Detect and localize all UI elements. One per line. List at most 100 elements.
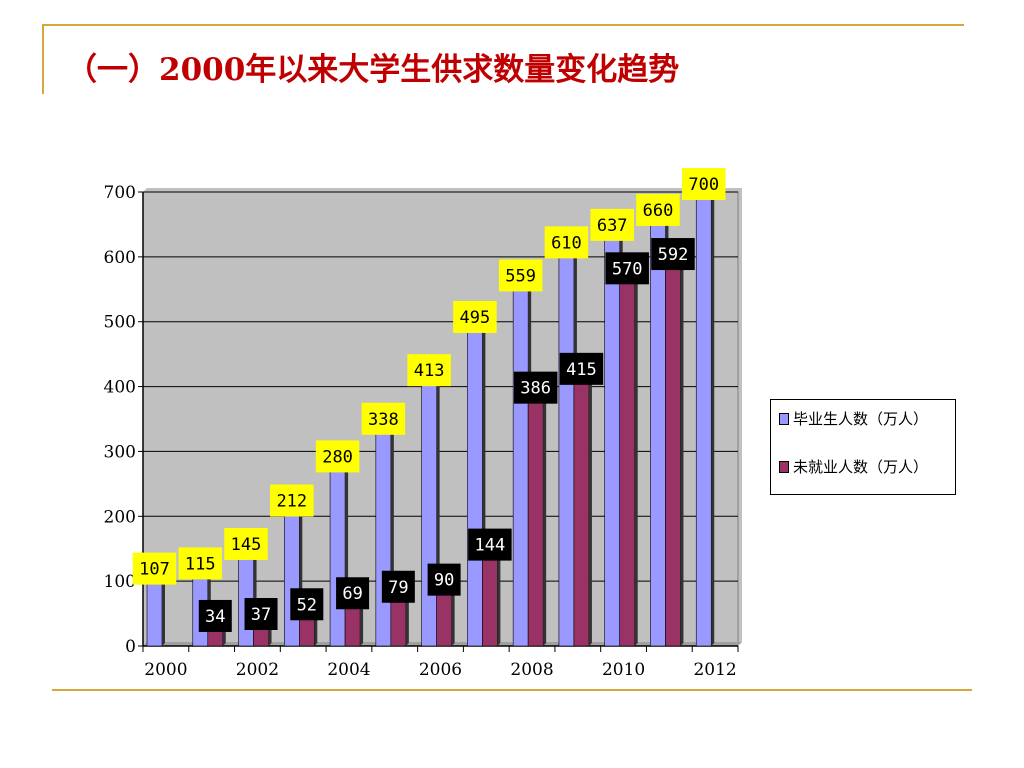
data-label-unemployed: 386 — [520, 379, 551, 399]
x-tick-label: 2012 — [693, 660, 736, 680]
data-label-unemployed-box — [198, 599, 232, 632]
bar-graduates — [329, 464, 346, 647]
data-label-unemployed-box — [427, 563, 461, 596]
bar-graduates — [421, 377, 437, 647]
data-label-graduates: 212 — [276, 492, 307, 512]
data-label-unemployed-box — [468, 528, 512, 561]
bar-unemployed-side — [543, 392, 547, 646]
accent-vertical-line — [42, 24, 44, 94]
legend-label-unemployed: 未就业人数（万人） — [793, 458, 929, 476]
data-label-graduates: 559 — [505, 266, 536, 286]
bar-unemployed-side — [451, 584, 455, 646]
data-label-graduates: 660 — [643, 201, 674, 221]
data-label-graduates: 280 — [322, 447, 353, 467]
data-label-graduates: 145 — [231, 535, 262, 555]
x-tick-label: 2000 — [144, 660, 187, 680]
data-label-unemployed: 144 — [475, 536, 506, 556]
bar-graduates — [467, 324, 483, 647]
y-tick-label: 0 — [125, 637, 136, 657]
bar-unemployed-side — [680, 259, 684, 646]
accent-bottom-line — [52, 689, 972, 691]
data-label-graduates-box — [132, 552, 177, 585]
data-label-graduates: 413 — [414, 361, 445, 381]
bar-unemployed — [665, 261, 681, 647]
data-label-graduates-box — [544, 226, 589, 259]
data-label-unemployed-box — [290, 588, 324, 621]
bar-graduates — [650, 217, 666, 647]
y-tick-label: 600 — [104, 248, 136, 268]
data-label-unemployed: 570 — [612, 259, 643, 279]
data-label-unemployed: 34 — [205, 607, 225, 627]
bar-unemployed-side — [360, 598, 364, 646]
data-label-unemployed-box — [244, 598, 278, 631]
data-label-unemployed: 52 — [297, 595, 317, 615]
bar-unemployed-side — [497, 549, 501, 646]
bar-graduates — [512, 283, 529, 647]
x-tick-label: 2006 — [419, 660, 462, 680]
legend-swatch-unemployed — [779, 460, 789, 473]
x-tick-label: 2004 — [327, 660, 370, 680]
bar-graduates — [695, 191, 712, 647]
legend-label-graduates: 毕业生人数（万人） — [793, 410, 929, 428]
data-label-unemployed-box — [559, 352, 604, 385]
data-label-unemployed: 592 — [658, 245, 689, 265]
data-label-graduates: 610 — [551, 233, 582, 253]
data-label-graduates-box — [178, 547, 223, 580]
data-label-graduates-box — [315, 440, 360, 473]
y-tick-label: 100 — [104, 572, 136, 592]
x-tick-label: 2002 — [236, 660, 279, 680]
data-label-graduates-box — [270, 484, 314, 517]
y-tick-label: 300 — [104, 442, 136, 462]
data-label-graduates: 495 — [460, 308, 491, 328]
bar-unemployed-side — [588, 373, 592, 646]
data-label-unemployed-box — [605, 252, 649, 285]
data-label-graduates-box — [361, 402, 406, 435]
bar-unemployed-side — [634, 273, 638, 646]
bar-graduates — [604, 232, 620, 647]
data-label-unemployed-box — [651, 238, 695, 271]
chart-legend: 毕业生人数（万人） 未就业人数（万人） — [770, 399, 956, 495]
y-tick-label: 500 — [104, 313, 136, 333]
data-label-graduates-box — [681, 168, 726, 200]
y-tick-label: 400 — [104, 378, 136, 398]
data-label-graduates-box — [590, 208, 634, 241]
bar-unemployed — [619, 276, 635, 647]
data-label-graduates-box — [636, 193, 680, 226]
data-label-graduates: 700 — [688, 175, 719, 195]
bar-unemployed-side — [405, 591, 409, 646]
data-label-graduates-box — [224, 527, 268, 560]
data-label-unemployed: 69 — [342, 584, 362, 604]
bar-unemployed — [527, 395, 544, 647]
legend-item-graduates: 毕业生人数（万人） — [779, 408, 928, 429]
data-label-unemployed: 37 — [251, 605, 271, 625]
y-tick-label: 700 — [104, 183, 136, 203]
data-label-unemployed: 90 — [434, 571, 454, 591]
slide-title: （一）2000年以来大学生供求数量变化趋势 — [66, 52, 680, 88]
bar-chart: 0 100 200 300 400 500 600 700 2000 2002 2004 2006 20… — [104, 168, 742, 680]
bar-unemployed — [482, 552, 498, 647]
bar-graduates — [375, 426, 392, 647]
data-label-graduates: 107 — [139, 560, 170, 580]
legend-item-unemployed: 未就业人数（万人） — [779, 456, 928, 477]
y-tick-label: 200 — [104, 507, 136, 527]
bar-graduates — [284, 508, 300, 647]
accent-top-line — [42, 24, 964, 26]
data-label-graduates-box — [498, 259, 543, 292]
legend-swatch-graduates — [779, 412, 789, 425]
bar-graduates-side — [711, 189, 715, 646]
data-label-graduates: 637 — [597, 216, 628, 236]
bar-unemployed — [573, 376, 590, 647]
data-label-unemployed-box — [381, 570, 415, 603]
bar-graduates — [558, 250, 575, 647]
data-label-unemployed: 79 — [388, 578, 408, 598]
data-label-graduates-box — [453, 300, 497, 333]
data-label-graduates: 115 — [185, 554, 216, 574]
data-label-unemployed-box — [513, 371, 558, 404]
x-tick-label: 2008 — [510, 660, 553, 680]
data-label-unemployed-box — [336, 577, 370, 610]
data-label-graduates: 338 — [368, 410, 399, 430]
x-tick-label: 2010 — [602, 660, 645, 680]
bar-unemployed — [436, 587, 452, 647]
data-label-unemployed: 415 — [566, 360, 597, 380]
bar-graduates — [146, 576, 163, 647]
